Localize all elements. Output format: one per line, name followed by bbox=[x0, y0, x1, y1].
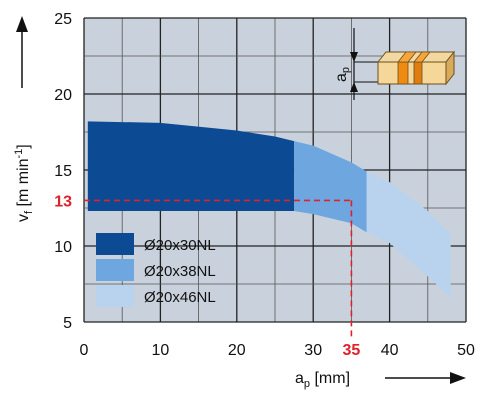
inset-diagram: ap bbox=[333, 28, 456, 100]
inset-arrow-top bbox=[350, 52, 358, 62]
data-bands bbox=[87, 121, 451, 298]
series-band-3 bbox=[366, 171, 451, 298]
y-axis-label-group: vf [m min-1] bbox=[13, 144, 35, 222]
inset-cutter-2 bbox=[413, 61, 423, 85]
series-band-2 bbox=[294, 141, 367, 233]
x-tick-label: 40 bbox=[381, 342, 399, 359]
inset-cutter-1 bbox=[397, 61, 409, 85]
legend-swatch-3 bbox=[96, 285, 134, 307]
tick-labels: 0 10 20 30 40 50 35 5 10 15 20 25 13 bbox=[54, 11, 475, 359]
inset-label: ap bbox=[333, 67, 352, 82]
x-axis-label: ap [mm] bbox=[295, 370, 350, 390]
legend-label-3: Ø20x46NL bbox=[144, 289, 216, 306]
y-tick-label: 20 bbox=[54, 87, 72, 104]
x-highlight-label: 35 bbox=[343, 342, 361, 359]
legend-label-1: Ø20x30NL bbox=[144, 237, 216, 254]
x-axis-arrow-head bbox=[450, 372, 466, 384]
inset-block-front bbox=[377, 61, 447, 85]
y-tick-label: 15 bbox=[54, 163, 72, 180]
y-tick-label: 5 bbox=[63, 315, 72, 332]
inset-arrow-bottom bbox=[350, 82, 358, 92]
inset-cutter-2-top bbox=[413, 51, 431, 63]
axis-labels: ap [mm] vf [m min-1] bbox=[13, 16, 466, 390]
series-band-1 bbox=[87, 121, 295, 212]
y-tick-label: 25 bbox=[54, 11, 72, 28]
x-tick-label: 50 bbox=[457, 342, 475, 359]
inset-label-group: ap bbox=[333, 67, 352, 82]
legend-swatch-1 bbox=[96, 233, 134, 255]
inset-cutter-1-top bbox=[397, 51, 417, 63]
y-axis-label: vf [m min-1] bbox=[13, 144, 35, 222]
x-tick-label: 10 bbox=[152, 342, 170, 359]
y-axis-arrow-head bbox=[16, 16, 28, 32]
legend-swatch-2 bbox=[96, 259, 134, 281]
legend: Ø20x30NL Ø20x38NL Ø20x46NL bbox=[96, 233, 216, 307]
x-tick-label: 0 bbox=[80, 342, 89, 359]
highlight-guides bbox=[84, 199, 353, 340]
x-tick-label: 30 bbox=[304, 342, 322, 359]
x-tick-label: 20 bbox=[228, 342, 246, 359]
legend-label-2: Ø20x38NL bbox=[144, 263, 216, 280]
y-highlight-label: 13 bbox=[54, 193, 72, 210]
y-tick-label: 10 bbox=[54, 239, 72, 256]
